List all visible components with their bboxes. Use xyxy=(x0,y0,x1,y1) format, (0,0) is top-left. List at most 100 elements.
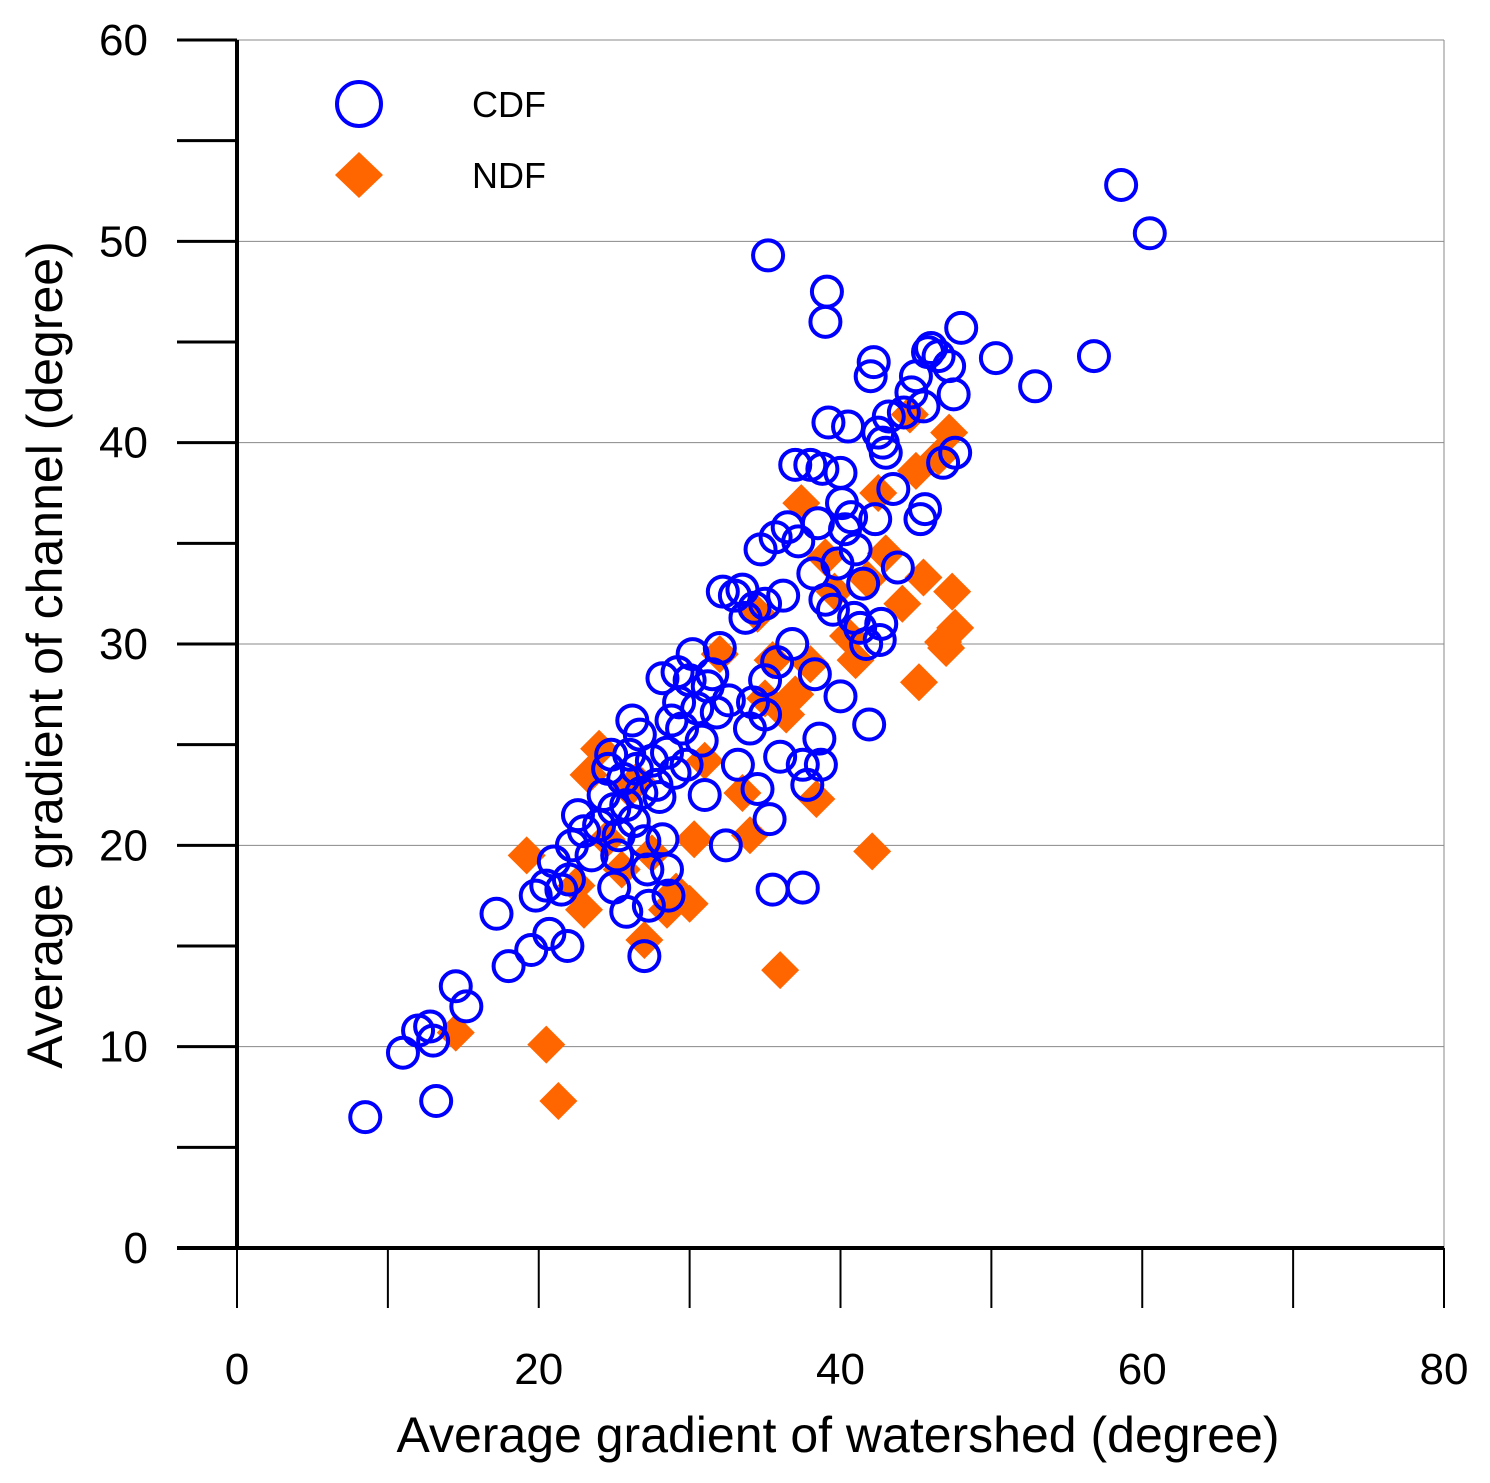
y-tick-label-20: 20 xyxy=(99,821,148,870)
cdf-point xyxy=(907,492,942,527)
legend: CDF NDF xyxy=(335,80,546,198)
cdf-point xyxy=(815,592,850,627)
cdf-point xyxy=(864,606,899,641)
cdf-point xyxy=(711,683,746,718)
legend-ndf-label: NDF xyxy=(472,155,546,196)
cdf-point xyxy=(687,778,722,812)
cdf-point xyxy=(645,661,680,696)
cdf-point xyxy=(778,447,813,482)
cdf-point xyxy=(868,435,903,470)
y-axis-title: Average gradient of channel (degree) xyxy=(17,241,73,1068)
cdf-point xyxy=(416,1023,451,1058)
cdf-point xyxy=(797,657,832,692)
legend-cdf-marker xyxy=(335,80,383,128)
cdf-point xyxy=(491,949,526,984)
y-axis-ticks: 0 10 20 30 40 50 60 xyxy=(99,16,237,1273)
cdf-point xyxy=(858,502,893,537)
x-tick-label-60: 60 xyxy=(1118,1345,1167,1394)
cdf-point xyxy=(763,739,798,774)
cdf-point xyxy=(669,747,704,782)
ndf-point xyxy=(761,951,800,990)
ndf-point xyxy=(930,413,969,452)
ndf-point xyxy=(936,608,975,647)
ndf-point xyxy=(899,663,938,702)
ndf-point xyxy=(853,832,892,871)
x-axis-title: Average gradient of watershed (degree) xyxy=(397,1407,1280,1463)
ndf-point xyxy=(933,572,972,611)
cdf-point xyxy=(680,691,715,726)
cdf-point xyxy=(699,695,734,730)
data-points xyxy=(348,167,1167,1135)
cdf-point xyxy=(529,868,564,903)
x-tick-label-80: 80 xyxy=(1420,1345,1469,1394)
cdf-point xyxy=(639,767,674,802)
x-axis-ticks: 0 20 40 60 80 xyxy=(225,1248,1469,1394)
cdf-point xyxy=(921,339,956,374)
cdf-point xyxy=(805,451,840,486)
cdf-point xyxy=(938,435,973,470)
cdf-point xyxy=(871,399,906,434)
cdf-point xyxy=(926,445,961,480)
cdf-point xyxy=(1018,369,1053,404)
cdf-point xyxy=(853,359,888,394)
cdf-point xyxy=(876,471,911,506)
cdf-point xyxy=(781,524,816,559)
cdf-point xyxy=(449,989,484,1024)
cdf-point xyxy=(438,969,473,1004)
cdf-point xyxy=(609,894,644,929)
cdf-point xyxy=(627,939,662,974)
cdf-point xyxy=(886,395,921,430)
y-tick-label-40: 40 xyxy=(99,419,148,468)
y-tick-label-60: 60 xyxy=(99,16,148,65)
cdf-point xyxy=(748,663,783,698)
cdf-point xyxy=(567,814,602,849)
cdf-point xyxy=(856,345,891,380)
ndf-point xyxy=(866,534,905,573)
y-tick-label-0: 0 xyxy=(124,1224,148,1273)
cdf-point xyxy=(708,828,743,863)
cdf-point xyxy=(479,896,514,931)
cdf-point xyxy=(717,578,752,613)
cdf-point xyxy=(914,331,949,366)
ndf-point xyxy=(675,820,714,859)
cdf-point xyxy=(651,878,686,913)
cdf-point xyxy=(630,852,665,887)
cdf-point xyxy=(419,1084,454,1119)
cdf-point xyxy=(649,735,684,770)
cdf-point xyxy=(978,341,1013,376)
cdf-point xyxy=(852,707,887,742)
cdf-point xyxy=(642,780,677,815)
legend-ndf-marker xyxy=(335,152,383,198)
cdf-point xyxy=(532,916,567,951)
ndf-point xyxy=(539,1082,578,1121)
cdf-point xyxy=(1076,339,1111,374)
x-tick-label-40: 40 xyxy=(816,1345,865,1394)
cdf-point xyxy=(811,405,846,440)
y-tick-label-10: 10 xyxy=(99,1023,148,1072)
cdf-point xyxy=(550,929,585,963)
x-tick-label-0: 0 xyxy=(225,1345,249,1394)
cdf-point xyxy=(631,888,666,923)
cdf-point xyxy=(775,627,810,661)
cdf-point xyxy=(944,310,979,345)
cdf-point xyxy=(834,500,869,535)
cdf-point xyxy=(518,878,553,913)
cdf-point xyxy=(880,550,915,585)
cdf-point xyxy=(758,520,793,555)
cdf-point xyxy=(846,566,881,601)
cdf-point xyxy=(544,872,579,907)
cdf-point xyxy=(662,685,697,720)
y-tick-label-30: 30 xyxy=(99,620,148,669)
ndf-point xyxy=(670,884,709,923)
cdf-point xyxy=(802,721,837,756)
cdf-point xyxy=(936,377,971,412)
ndf-point xyxy=(700,635,739,674)
legend-cdf-label: CDF xyxy=(472,84,546,125)
cdf-point xyxy=(684,723,719,758)
cdf-point xyxy=(702,631,737,666)
cdf-point xyxy=(551,862,586,897)
cdf-point xyxy=(748,697,783,732)
cdf-point xyxy=(740,771,775,806)
cdf-point xyxy=(649,852,684,887)
